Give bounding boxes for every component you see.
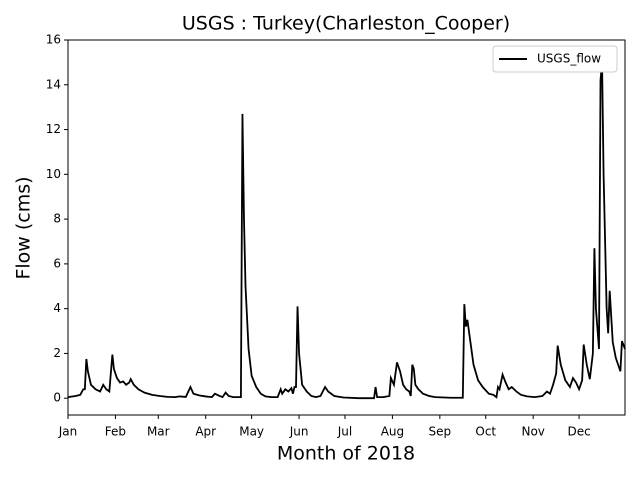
x-tick-label: Aug [381,425,404,439]
y-tick-label: 6 [53,256,61,270]
x-tick-label: Sep [429,425,452,439]
flow-line [67,62,626,400]
chart-title: USGS : Turkey(Charleston_Cooper) [182,13,510,35]
plot-frame [67,39,626,416]
y-axis-label: Flow (cms) [13,176,35,279]
x-tick-label: Nov [521,425,544,439]
x-tick-label: Jul [337,425,352,439]
x-tick-label: Dec [567,425,590,439]
legend-box [492,45,618,73]
x-tick-label: Mar [147,425,170,439]
x-tick-label: Oct [475,425,496,439]
x-axis-label: Month of 2018 [277,443,415,465]
x-tick-label: Jan [58,425,78,439]
y-tick-label: 12 [46,122,61,136]
y-tick-label: 4 [53,301,61,315]
y-tick-label: 16 [46,33,61,47]
x-tick-label: Apr [195,425,216,439]
y-tick-label: 14 [46,77,61,91]
x-tick-label: May [239,425,264,439]
y-tick-label: 8 [53,212,61,226]
y-tick-label: 10 [46,167,61,181]
legend-label: USGS_flow [537,52,601,66]
x-tick-label: Feb [105,425,126,439]
y-tick-label: 0 [53,391,61,405]
y-tick-label: 2 [53,346,61,360]
x-tick-label: Jun [289,425,309,439]
